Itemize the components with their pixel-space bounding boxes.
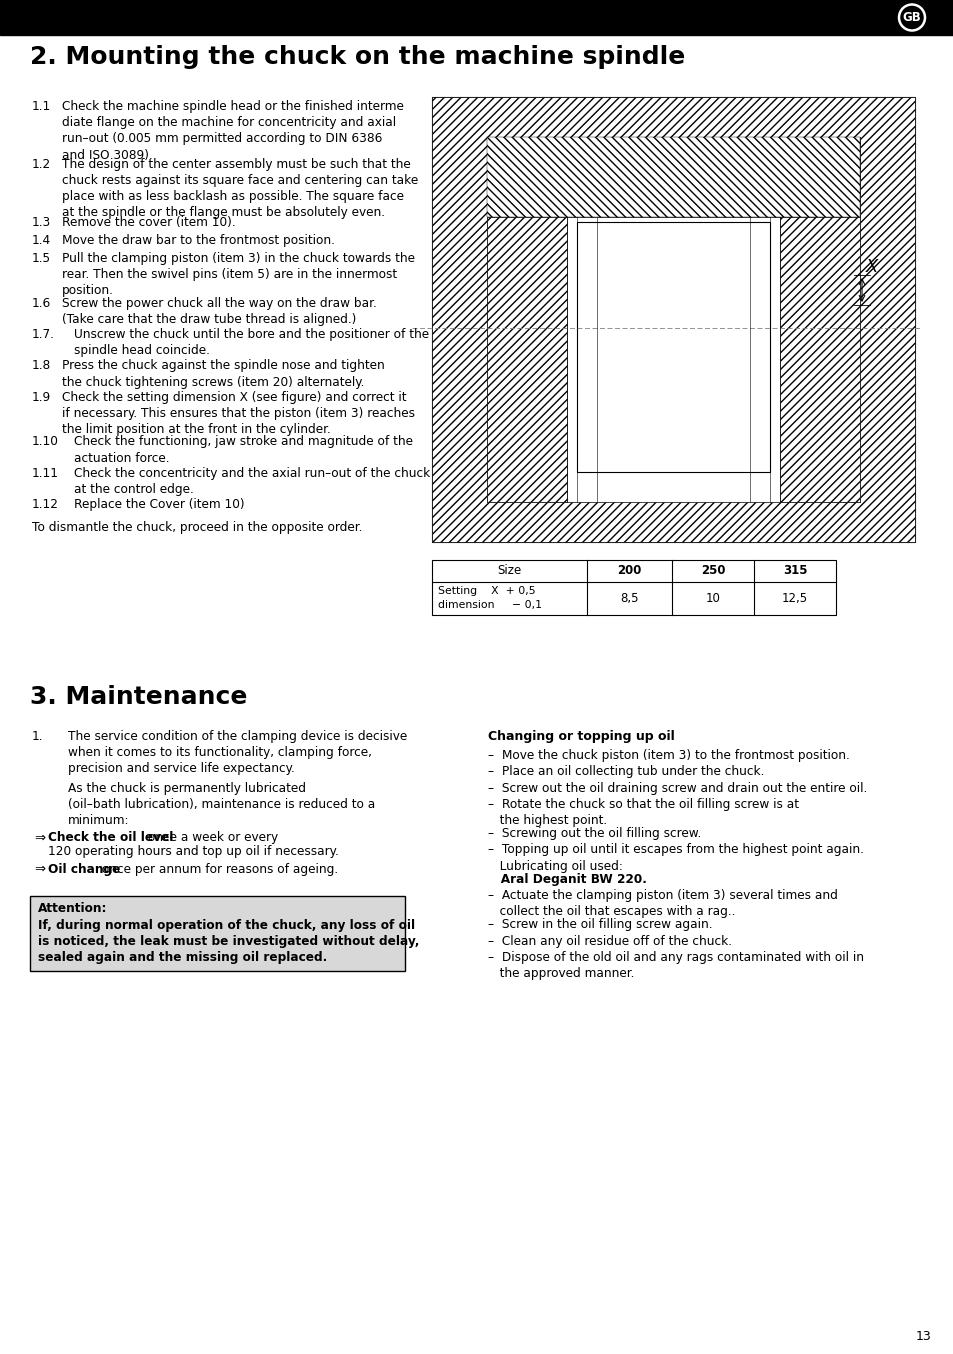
Text: 120 operating hours and top up oil if necessary.: 120 operating hours and top up oil if ne… — [48, 845, 338, 858]
Bar — [486, 137, 859, 217]
Bar — [486, 217, 566, 502]
Text: –  Move the chuck piston (item 3) to the frontmost position.: – Move the chuck piston (item 3) to the … — [488, 749, 849, 762]
Text: –  Rotate the chuck so that the oil filling screw is at
   the highest point.: – Rotate the chuck so that the oil filli… — [488, 798, 799, 827]
Text: Press the chuck against the spindle nose and tighten
the chuck tightening screws: Press the chuck against the spindle nose… — [62, 359, 384, 389]
Text: –  Clean any oil residue off of the chuck.: – Clean any oil residue off of the chuck… — [488, 934, 731, 948]
Text: 1.12: 1.12 — [32, 498, 59, 512]
Text: Remove the cover (item 10).: Remove the cover (item 10). — [62, 215, 235, 229]
Text: –  Screw in the oil filling screw again.: – Screw in the oil filling screw again. — [488, 918, 712, 932]
Text: 12,5: 12,5 — [781, 592, 807, 605]
Text: Unscrew the chuck until the bore and the positioner of the
spindle head coincide: Unscrew the chuck until the bore and the… — [74, 328, 429, 357]
Bar — [432, 97, 914, 542]
Text: X: X — [865, 259, 878, 276]
Text: 200: 200 — [617, 565, 641, 578]
Text: Setting    X  + 0,5
dimension     − 0,1: Setting X + 0,5 dimension − 0,1 — [437, 586, 541, 611]
Text: 315: 315 — [781, 565, 806, 578]
Text: Check the concentricity and the axial run–out of the chuck
at the control edge.: Check the concentricity and the axial ru… — [74, 467, 430, 496]
Text: Replace the Cover (item 10): Replace the Cover (item 10) — [74, 498, 244, 512]
Text: –  Screwing out the oil filling screw.: – Screwing out the oil filling screw. — [488, 827, 700, 841]
Text: Oil change: Oil change — [48, 862, 120, 876]
Text: –  Dispose of the old oil and any rags contaminated with oil in
   the approved : – Dispose of the old oil and any rags co… — [488, 951, 863, 980]
Text: 1.6: 1.6 — [32, 297, 51, 310]
Text: The design of the center assembly must be such that the
chuck rests against its : The design of the center assembly must b… — [62, 158, 417, 219]
Text: 3. Maintenance: 3. Maintenance — [30, 685, 247, 709]
Bar — [30, 896, 405, 971]
Text: once a week or every: once a week or every — [144, 831, 277, 844]
Text: 1.: 1. — [32, 730, 44, 743]
Text: 1.8: 1.8 — [32, 359, 51, 372]
Text: Changing or topping up oil: Changing or topping up oil — [488, 730, 674, 743]
Text: 1.3: 1.3 — [32, 215, 51, 229]
Text: Check the functioning, jaw stroke and magnitude of the
actuation force.: Check the functioning, jaw stroke and ma… — [74, 436, 413, 464]
Text: 250: 250 — [700, 565, 724, 578]
Text: If, during normal operation of the chuck, any loss of oil
is noticed, the leak m: If, during normal operation of the chuck… — [38, 919, 419, 964]
Text: Check the setting dimension X (see figure) and correct it
if necessary. This ens: Check the setting dimension X (see figur… — [62, 391, 415, 436]
Text: –  Actuate the clamping piston (item 3) several times and
   collect the oil tha: – Actuate the clamping piston (item 3) s… — [488, 890, 837, 918]
Text: 1.5: 1.5 — [32, 252, 51, 265]
Bar — [432, 561, 835, 615]
Text: Size: Size — [497, 565, 521, 578]
Text: ⇒: ⇒ — [34, 831, 45, 844]
Text: 10: 10 — [705, 592, 720, 605]
Text: GB: GB — [902, 11, 921, 24]
Text: Attention:: Attention: — [38, 902, 108, 915]
Bar — [486, 137, 859, 502]
Text: Aral Deganit BW 220.: Aral Deganit BW 220. — [488, 873, 646, 886]
Text: Check the oil level: Check the oil level — [48, 831, 173, 844]
Text: once per annum for reasons of ageing.: once per annum for reasons of ageing. — [98, 862, 338, 876]
Text: 1.9: 1.9 — [32, 391, 51, 403]
Text: 1.10: 1.10 — [32, 436, 59, 448]
Bar — [0, 0, 953, 35]
Bar — [486, 137, 859, 217]
Text: ⇒: ⇒ — [34, 862, 45, 876]
Text: 1.2: 1.2 — [32, 158, 51, 171]
Bar — [577, 222, 769, 473]
Text: To dismantle the chuck, proceed in the opposite order.: To dismantle the chuck, proceed in the o… — [32, 521, 362, 535]
Text: Move the draw bar to the frontmost position.: Move the draw bar to the frontmost posit… — [62, 234, 335, 246]
Text: 8,5: 8,5 — [619, 592, 639, 605]
Bar — [432, 97, 914, 542]
Text: Pull the clamping piston (item 3) in the chuck towards the
rear. Then the swivel: Pull the clamping piston (item 3) in the… — [62, 252, 415, 298]
Text: –  Place an oil collecting tub under the chuck.: – Place an oil collecting tub under the … — [488, 765, 763, 779]
Text: 13: 13 — [915, 1330, 931, 1343]
Text: The service condition of the clamping device is decisive
when it comes to its fu: The service condition of the clamping de… — [68, 730, 407, 776]
Text: 1.4: 1.4 — [32, 234, 51, 246]
Text: Check the machine spindle head or the finished interme
diate flange on the machi: Check the machine spindle head or the fi… — [62, 100, 403, 161]
Text: 1.1: 1.1 — [32, 100, 51, 112]
Text: 2. Mounting the chuck on the machine spindle: 2. Mounting the chuck on the machine spi… — [30, 45, 684, 69]
Text: 1.7.: 1.7. — [32, 328, 55, 341]
Bar — [780, 217, 859, 502]
Text: Screw the power chuck all the way on the draw bar.
(Take care that the draw tube: Screw the power chuck all the way on the… — [62, 297, 376, 326]
Text: –  Screw out the oil draining screw and drain out the entire oil.: – Screw out the oil draining screw and d… — [488, 781, 866, 795]
Text: –  Topping up oil until it escapes from the highest point again.
   Lubricating : – Topping up oil until it escapes from t… — [488, 844, 863, 872]
Text: 1.11: 1.11 — [32, 467, 59, 479]
Text: As the chuck is permanently lubricated
(oil–bath lubrication), maintenance is re: As the chuck is permanently lubricated (… — [68, 781, 375, 827]
